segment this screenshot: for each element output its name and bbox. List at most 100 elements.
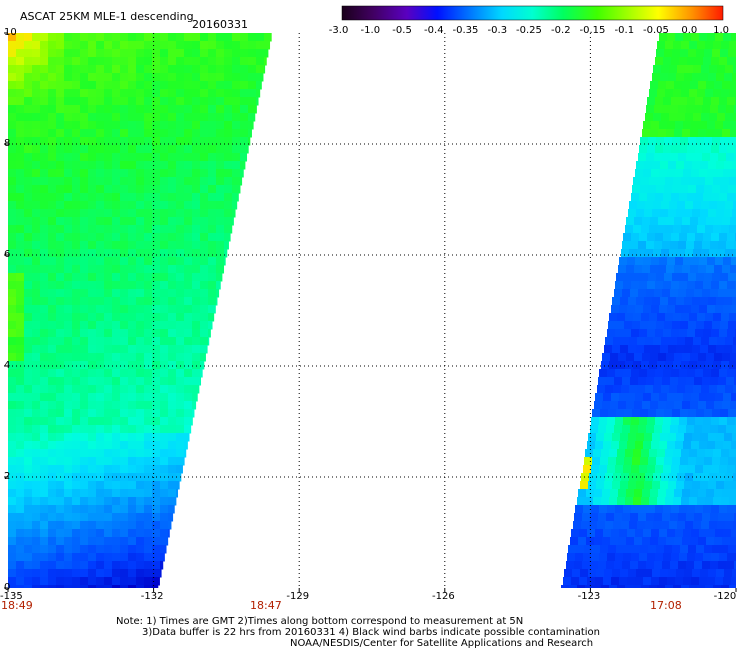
right-swath-cell [621, 473, 630, 482]
right-swath-cell [676, 209, 685, 218]
right-swath-cell [658, 401, 667, 410]
left-swath-cell [216, 233, 225, 242]
left-swath-cell [80, 305, 89, 314]
left-swath-cell [72, 465, 81, 474]
right-swath-cell [570, 537, 579, 546]
right-swath-cell [666, 537, 675, 546]
left-swath-cell [64, 569, 73, 578]
right-swath-cell [643, 441, 652, 450]
right-swath-cell [665, 177, 674, 186]
left-swath-cell [160, 41, 169, 50]
left-swath-cell [24, 33, 33, 42]
right-swath-cell [723, 529, 732, 538]
right-swath-cell [724, 161, 733, 170]
right-swath-cell [633, 449, 642, 458]
left-swath-cell [120, 273, 129, 282]
right-swath-cell [720, 457, 729, 466]
time-right-swath: 17:08 [650, 599, 682, 612]
left-swath-cell [144, 89, 153, 98]
right-swath-cell [577, 497, 586, 506]
left-swath-cell [152, 241, 161, 250]
left-swath-cell [200, 89, 209, 98]
right-swath-cell [669, 113, 678, 122]
left-swath-cell [120, 49, 129, 58]
left-swath-cell [80, 89, 89, 98]
right-swath-cell [708, 345, 717, 354]
left-swath-cell [16, 489, 25, 498]
left-swath-cell [192, 377, 201, 386]
left-swath-cell [224, 49, 233, 58]
right-swath-cell [587, 441, 596, 450]
right-swath-cell [721, 89, 730, 98]
right-swath-cell [703, 97, 712, 106]
left-swath-cell [24, 297, 33, 306]
right-swath-cell [715, 257, 724, 266]
right-swath-cell [607, 369, 616, 378]
left-swath-cell [128, 217, 137, 226]
right-swath-cell [633, 225, 642, 234]
left-swath-cell [160, 569, 162, 578]
right-swath-cell [607, 465, 616, 474]
left-swath-cell [32, 481, 41, 490]
left-swath-cell [48, 185, 57, 194]
left-swath-cell [8, 313, 17, 322]
right-swath-cell [643, 257, 652, 266]
left-swath-cell [96, 73, 105, 82]
right-swath-cell [649, 497, 658, 506]
right-swath-cell [637, 473, 646, 482]
left-swath-cell [24, 433, 33, 442]
right-swath-cell [668, 73, 677, 82]
right-swath-cell [659, 577, 668, 586]
left-swath-cell [224, 241, 229, 250]
left-swath-cell [160, 537, 169, 546]
left-swath-cell [56, 233, 65, 242]
left-swath-cell [192, 401, 197, 410]
left-swath-cell [176, 153, 185, 162]
left-swath-cell [16, 449, 25, 458]
left-swath-cell [152, 321, 161, 330]
left-swath-cell [248, 89, 257, 98]
left-swath-cell [152, 289, 161, 298]
left-swath-cell [56, 321, 65, 330]
left-swath-cell [136, 561, 145, 570]
left-swath-cell [152, 249, 161, 258]
left-swath-cell [8, 113, 17, 122]
left-swath-cell [184, 169, 193, 178]
left-swath-cell [152, 545, 161, 554]
left-swath-cell [88, 313, 97, 322]
left-swath-cell [32, 401, 41, 410]
left-swath-cell [56, 217, 65, 226]
left-swath-cell [120, 577, 129, 586]
left-swath-cell [136, 449, 145, 458]
right-swath-cell [675, 529, 684, 538]
left-swath-cell [40, 257, 49, 266]
right-swath-cell [587, 577, 596, 586]
left-swath-cell [40, 513, 49, 522]
left-swath-cell [192, 193, 201, 202]
left-swath-cell [80, 457, 89, 466]
right-swath-cell [708, 73, 717, 82]
right-swath-cell [621, 521, 630, 530]
left-swath-cell [88, 529, 97, 538]
right-swath-cell [599, 417, 608, 426]
left-swath-cell [16, 585, 25, 588]
right-swath-cell [650, 537, 659, 546]
right-swath-cell [602, 401, 611, 410]
left-swath-cell [64, 97, 73, 106]
right-swath-cell [630, 425, 639, 434]
left-swath-cell [168, 313, 177, 322]
right-swath-cell [620, 345, 629, 354]
left-swath-cell [56, 129, 65, 138]
left-swath-cell [80, 121, 89, 130]
left-swath-cell [88, 73, 97, 82]
right-swath-cell [671, 145, 680, 154]
right-swath-cell [722, 537, 731, 546]
left-swath-cell [120, 113, 129, 122]
left-swath-cell [24, 209, 33, 218]
left-swath-cell [56, 529, 65, 538]
right-swath-cell [677, 65, 686, 74]
left-swath-cell [72, 209, 81, 218]
left-swath-cell [136, 145, 145, 154]
x-tick-label: -135 [0, 591, 23, 602]
right-swath-cell [638, 241, 647, 250]
